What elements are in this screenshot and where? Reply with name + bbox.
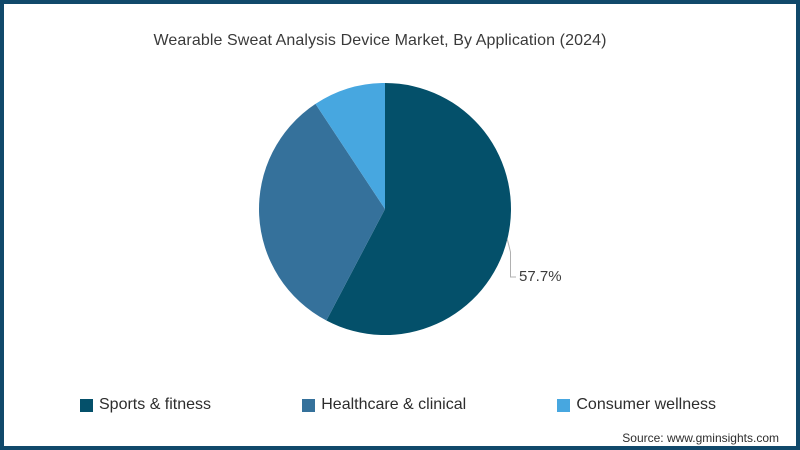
legend-label: Sports & fitness [99,396,212,413]
source-attribution: Source: www.gminsights.com [622,431,779,445]
legend-swatch-consumer-wellness [557,398,571,412]
legend-label: Consumer wellness [576,396,716,413]
legend-item-consumer-wellness: Consumer wellness [557,396,716,414]
legend-item-healthcare-clinical: Healthcare & clinical [302,396,466,414]
legend-swatch-healthcare-clinical [302,398,316,412]
chart-title: Wearable Sweat Analysis Device Market, B… [153,32,607,49]
slice-percentage-label: 57.7% [519,268,562,285]
legend-item-sports-fitness: Sports & fitness [80,396,211,414]
pie-slice-consumer-wellness [315,83,385,209]
legend-label: Healthcare & clinical [321,396,467,413]
pie-slice-sports-fitness [326,83,511,335]
label-leader-line [506,239,516,278]
pie-slices [259,83,511,335]
legend-swatch-sports-fitness [80,398,93,412]
pie-slice-healthcare-clinical [259,103,385,321]
legend: Sports & fitness Healthcare & clinical C… [80,393,716,417]
